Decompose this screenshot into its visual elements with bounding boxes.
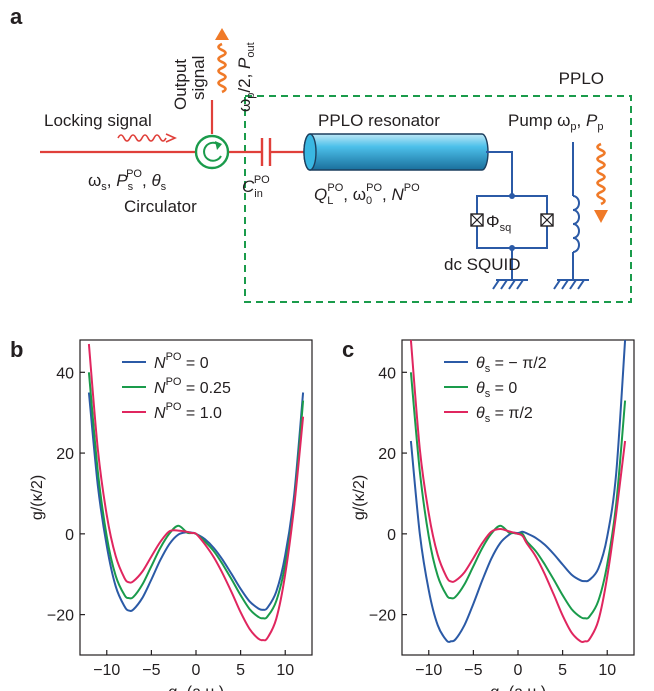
capacitor-label: CinPO [242, 174, 270, 200]
legend-entry-1: θs = − π/2 [476, 355, 547, 375]
circulator-icon [194, 134, 230, 170]
y-tick-label: 40 [378, 365, 396, 382]
resonator-cylinder [303, 133, 489, 171]
chart-panel-b: b −20 0 20 40 −10 −5 0 5 10 g/(κ/2) qx (a.u.) NPO = … [10, 337, 313, 691]
y-tick-label: 40 [56, 365, 74, 382]
y-axis-label: g/(κ/2) [29, 475, 46, 520]
y-axis-label: g/(κ/2) [351, 475, 368, 520]
y-tick-label: −20 [369, 608, 396, 625]
y-tick-label: 0 [387, 527, 396, 544]
plot-frame [401, 339, 635, 656]
x-tick-label: −5 [464, 662, 482, 679]
output-signal-label-2: signal [189, 56, 208, 100]
panel-letter-c: c [342, 337, 354, 362]
pplo-dashed-box [244, 95, 632, 303]
legend-entry-2: θs = 0 [476, 380, 517, 400]
locking-signal-wave [117, 133, 177, 143]
resonator-label: PPLO resonator [318, 111, 440, 130]
panel-letter-b: b [10, 337, 23, 362]
y-tick-label: 20 [56, 446, 74, 463]
y-tick-label: 20 [378, 446, 396, 463]
josephson-junction-left [470, 213, 484, 227]
chart-panel-c: c −20 0 20 40 −10 −5 0 5 10 g/(κ/2) qx (a.u.) θs = −… [342, 337, 635, 691]
series-line-3 [409, 339, 627, 644]
pump-label: Pump ωp, Pp [508, 111, 603, 133]
x-axis-label: qx (a.u.) [168, 684, 224, 691]
series-line-3 [87, 343, 305, 642]
x-tick-label: 10 [276, 662, 294, 679]
x-tick-label: −10 [93, 662, 120, 679]
output-frequency-label: ωp/2, Pout [235, 42, 257, 112]
output-signal-wave [215, 28, 229, 94]
y-tick-label: −20 [47, 608, 74, 625]
x-tick-label: −5 [142, 662, 160, 679]
y-tick-label: 0 [65, 527, 74, 544]
legend-entry-3: NPO = 1.0 [154, 401, 222, 422]
series-line-1 [87, 392, 305, 612]
series-line-1 [409, 339, 627, 643]
x-tick-label: 10 [598, 662, 616, 679]
panel-letter-a: a [10, 4, 23, 29]
x-tick-label: 0 [192, 662, 201, 679]
panel-a: a PPLO Locking signal Output s [10, 4, 632, 303]
pump-coil [553, 142, 589, 290]
pplo-label: PPLO [559, 69, 604, 88]
squid-label: dc SQUID [444, 255, 521, 274]
circulator-label: Circulator [124, 197, 197, 216]
x-tick-label: 0 [514, 662, 523, 679]
legend-entry-2: NPO = 0.25 [154, 376, 231, 397]
pump-wave [594, 142, 608, 223]
squid-flux-label: Φsq [486, 212, 511, 234]
x-tick-label: 5 [558, 662, 567, 679]
input-parameters-label: ωs, PsPO, θs [88, 168, 167, 193]
josephson-junction-right [540, 213, 554, 227]
locking-signal-label: Locking signal [44, 111, 152, 130]
resonator-parameters-label: QLPO, ω0PO, NPO [314, 182, 420, 207]
x-axis-label: qx (a.u.) [490, 684, 546, 691]
x-tick-label: 5 [236, 662, 245, 679]
output-signal-label-1: Output [171, 59, 190, 110]
legend-entry-1: NPO = 0 [154, 351, 209, 372]
legend-entry-3: θs = π/2 [476, 405, 533, 425]
capacitor-symbol [260, 138, 272, 166]
x-tick-label: −10 [415, 662, 442, 679]
